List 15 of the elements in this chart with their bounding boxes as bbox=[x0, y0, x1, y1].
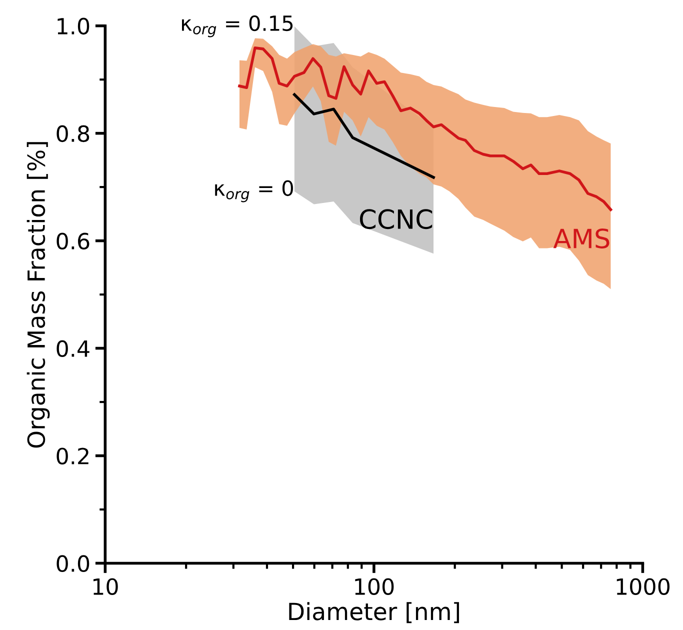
annotation: κ$_{org}$ = 0 bbox=[215, 180, 293, 202]
y-axis-title: Organic Mass Fraction [%] bbox=[26, 142, 50, 448]
x-tick-label: 100 bbox=[355, 578, 394, 596]
annotation: κ$_{org}$ = 0.15 bbox=[182, 15, 293, 38]
x-tick-label: 10 bbox=[93, 578, 118, 596]
x-tick-label: 1000 bbox=[616, 578, 670, 596]
y-tick-label: 1.0 bbox=[58, 18, 90, 35]
series-label: CCNC bbox=[360, 209, 432, 230]
y-tick-label: 0.6 bbox=[56, 232, 90, 250]
y-tick-label: 0.2 bbox=[56, 448, 88, 464]
y-tick-label: 0.0 bbox=[56, 555, 90, 572]
y-tick-label: 0.4 bbox=[56, 340, 90, 358]
x-axis-title: Diameter [nm] bbox=[289, 602, 459, 624]
series-label: AMS bbox=[553, 228, 610, 248]
y-tick-label: 0.8 bbox=[56, 125, 90, 142]
